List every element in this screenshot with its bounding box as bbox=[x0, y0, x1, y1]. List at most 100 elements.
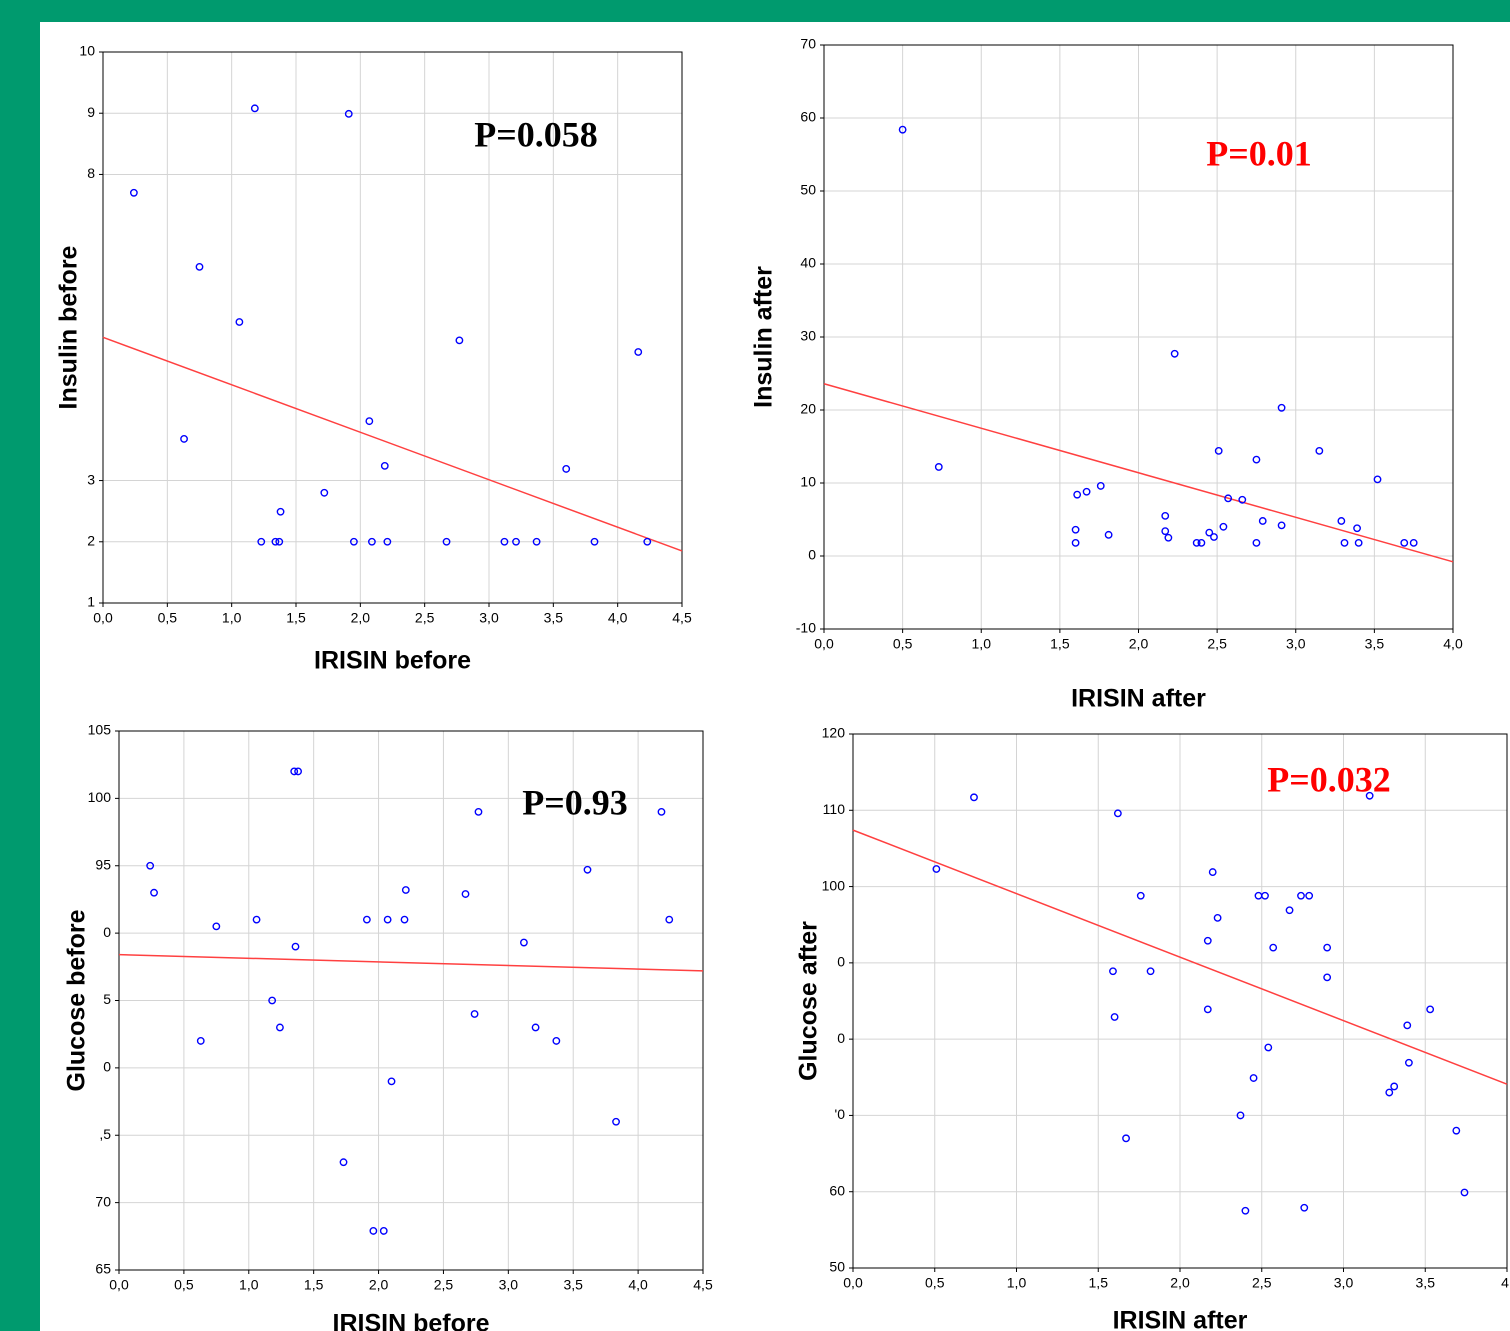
x-tick-label: 4,0 bbox=[628, 1277, 648, 1293]
point bbox=[1161, 527, 1170, 536]
x-tick-label: 2,0 bbox=[1170, 1275, 1190, 1291]
point bbox=[590, 537, 599, 546]
point bbox=[291, 942, 300, 951]
point bbox=[369, 1227, 378, 1235]
point bbox=[1400, 538, 1409, 547]
x-axis-label: IRISIN after bbox=[1071, 685, 1206, 713]
x-tick-label: 1,5 bbox=[304, 1277, 324, 1293]
y-tick-label: 9 bbox=[87, 104, 95, 120]
point bbox=[276, 1023, 284, 1032]
x-tick-label: 2,5 bbox=[1207, 636, 1227, 652]
point bbox=[1300, 1203, 1309, 1212]
p-value: P=0.058 bbox=[474, 114, 598, 154]
x-tick-label: 4,5 bbox=[693, 1277, 713, 1293]
point bbox=[379, 1227, 388, 1235]
point bbox=[1452, 1126, 1461, 1135]
point bbox=[1197, 538, 1206, 547]
trend-line bbox=[102, 336, 683, 552]
y-tick-label: 70 bbox=[95, 1193, 111, 1209]
x-tick-label: 4,0 bbox=[1443, 636, 1463, 652]
point bbox=[1110, 1013, 1119, 1021]
point bbox=[1390, 1082, 1399, 1091]
point bbox=[1203, 936, 1212, 945]
x-tick-label: 3,0 bbox=[1334, 1275, 1354, 1291]
point bbox=[349, 537, 358, 546]
x-tick-label: 2,0 bbox=[351, 610, 371, 626]
point bbox=[1264, 1043, 1273, 1052]
point bbox=[180, 435, 188, 443]
point bbox=[1354, 538, 1363, 547]
x-tick-label: 2,5 bbox=[1252, 1275, 1272, 1291]
x-tick-label: 1,0 bbox=[222, 610, 242, 626]
point bbox=[442, 537, 451, 546]
y-tick-label: 1 bbox=[87, 594, 95, 610]
point bbox=[1405, 1058, 1413, 1067]
point bbox=[1082, 487, 1091, 496]
trend-line bbox=[118, 953, 704, 972]
point bbox=[1285, 906, 1294, 915]
point bbox=[1109, 967, 1117, 976]
point bbox=[212, 922, 221, 931]
x-tick-label: 3,0 bbox=[1286, 636, 1306, 652]
point bbox=[1315, 446, 1324, 455]
x-tick-label: 1,0 bbox=[239, 1277, 259, 1293]
x-tick-label: 3,5 bbox=[1365, 636, 1385, 652]
plot-frame bbox=[102, 51, 683, 604]
point bbox=[1164, 533, 1173, 542]
x-tick-label: 1,0 bbox=[1007, 1275, 1027, 1291]
x-tick-label: 2,5 bbox=[415, 610, 435, 626]
point bbox=[1258, 517, 1267, 525]
point bbox=[380, 461, 389, 470]
x-tick-label: 0,5 bbox=[925, 1275, 945, 1291]
point bbox=[934, 463, 943, 471]
point bbox=[235, 318, 244, 326]
point bbox=[1365, 791, 1374, 800]
point bbox=[1136, 891, 1145, 900]
x-axis-label: IRISIN before bbox=[314, 647, 471, 675]
p-value: P=0.93 bbox=[522, 782, 628, 822]
y-tick-label: 95 bbox=[95, 856, 111, 872]
plot-frame bbox=[823, 44, 1454, 630]
point bbox=[552, 1037, 561, 1045]
y-axis-label: Insulin before bbox=[55, 245, 83, 409]
y-tick-label: 2 bbox=[87, 532, 95, 548]
x-tick-label: 3,0 bbox=[499, 1277, 519, 1293]
point bbox=[562, 465, 571, 473]
point bbox=[1323, 943, 1332, 952]
x-tick-label: 4,0 bbox=[608, 610, 628, 626]
point bbox=[1305, 891, 1314, 900]
y-tick-label: 65 bbox=[95, 1261, 111, 1277]
point bbox=[252, 915, 261, 924]
x-tick-label: 1,5 bbox=[286, 610, 306, 626]
point bbox=[665, 915, 674, 924]
point bbox=[344, 109, 353, 118]
point bbox=[365, 417, 374, 426]
y-tick-label: 20 bbox=[800, 401, 816, 417]
point bbox=[1073, 490, 1082, 499]
point bbox=[634, 348, 643, 356]
y-tick-label: ,5 bbox=[99, 1126, 111, 1142]
point bbox=[1252, 538, 1261, 547]
y-tick-label: 70 bbox=[800, 36, 816, 52]
y-tick-label: 100 bbox=[88, 789, 112, 805]
y-tick-label: 120 bbox=[822, 725, 846, 741]
y-tick-label: 100 bbox=[822, 877, 846, 893]
y-tick-label: 60 bbox=[829, 1182, 845, 1198]
y-tick-label: 0 bbox=[103, 924, 111, 940]
point bbox=[474, 807, 483, 816]
point bbox=[1122, 1134, 1130, 1143]
point bbox=[1277, 521, 1286, 530]
point bbox=[1252, 455, 1261, 464]
x-tick-label: 0,0 bbox=[843, 1275, 863, 1291]
point bbox=[1192, 538, 1201, 547]
point bbox=[1403, 1021, 1412, 1030]
y-tick-label: 0 bbox=[808, 547, 816, 563]
x-tick-label: 0,5 bbox=[158, 610, 178, 626]
point bbox=[898, 125, 907, 134]
x-axis-label: IRISIN before bbox=[333, 1310, 490, 1331]
point bbox=[612, 1117, 620, 1126]
y-tick-label: 50 bbox=[800, 182, 816, 198]
point bbox=[1161, 511, 1170, 520]
y-tick-label: 0 bbox=[103, 1059, 111, 1075]
